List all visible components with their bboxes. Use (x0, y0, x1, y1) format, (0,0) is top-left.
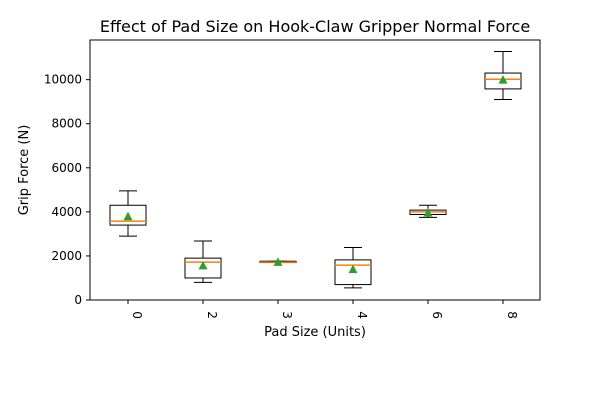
x-tick-label: 6 (430, 311, 444, 319)
y-axis-label: Grip Force (N) (17, 125, 32, 216)
x-tick-label: 3 (280, 311, 294, 319)
box-iqr (109, 204, 147, 226)
box-iqr (184, 257, 222, 279)
x-tick-label: 8 (505, 311, 519, 319)
mean-marker (348, 264, 358, 274)
mean-marker (123, 211, 133, 221)
y-tick-label: 6000 (51, 161, 82, 175)
mean-marker (198, 260, 208, 270)
y-tick-label: 4000 (51, 205, 82, 219)
x-tick-label: 4 (355, 311, 369, 319)
box-iqr (484, 72, 522, 90)
y-tick-label: 10000 (44, 73, 82, 87)
mean-marker (273, 257, 283, 266)
y-tick-label: 0 (74, 293, 82, 307)
y-tick-label: 2000 (51, 249, 82, 263)
x-tick-label: 2 (205, 311, 219, 319)
plot-area: 0 2000 4000 6000 8000 10000 0 2 3 4 6 8 (44, 39, 541, 319)
chart-title: Effect of Pad Size on Hook-Claw Gripper … (100, 17, 530, 36)
x-tick-label: 0 (130, 311, 144, 319)
x-axis-label: Pad Size (Units) (264, 325, 366, 340)
axes-frame (89, 39, 541, 301)
box-iqr (334, 259, 372, 286)
mean-marker (423, 208, 433, 217)
mean-marker (498, 75, 508, 84)
y-tick-label: 8000 (51, 117, 82, 131)
